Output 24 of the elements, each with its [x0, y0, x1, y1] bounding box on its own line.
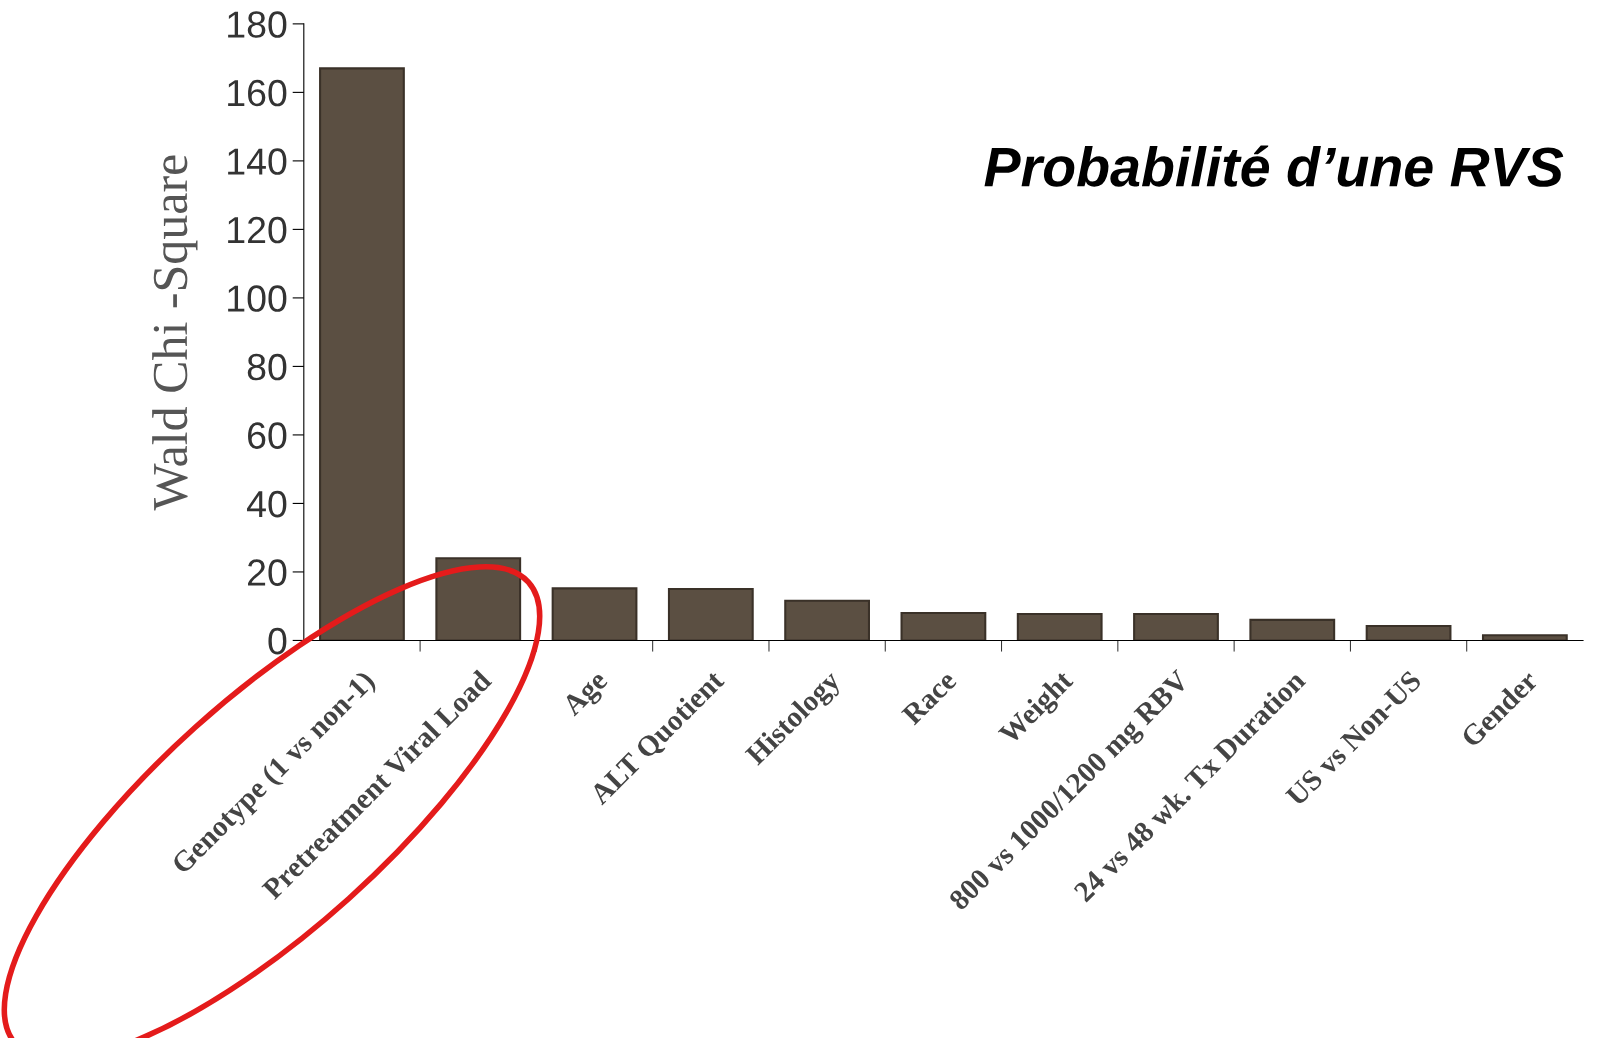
y-tick-label: 80: [247, 353, 287, 381]
bar: [784, 599, 871, 641]
bar: [319, 67, 405, 641]
bar: [551, 587, 638, 641]
y-tick-label: 120: [228, 216, 287, 244]
y-tick-label: 0: [268, 627, 287, 655]
y-axis-title: Wald Chi -Square: [152, 155, 198, 511]
bar: [435, 557, 522, 641]
bar: [1249, 618, 1336, 641]
y-tick-label: 60: [248, 422, 287, 449]
bar: [667, 588, 754, 641]
y-tick-label: 20: [248, 559, 287, 586]
bar: [1133, 613, 1219, 641]
bar: [1365, 625, 1452, 641]
y-tick-label: 40: [246, 490, 287, 518]
y-tick-label: 180: [228, 11, 287, 38]
bar: [1481, 634, 1568, 641]
bar: [1016, 613, 1103, 641]
text: Probabilité d’une RVS: [984, 145, 1564, 187]
y-tick-label: 140: [228, 148, 287, 175]
y-tick-label: 160: [228, 79, 287, 107]
bar: [900, 612, 987, 641]
y-tick-label: 100: [228, 285, 287, 312]
x-tick-label: Age: [560, 669, 613, 722]
